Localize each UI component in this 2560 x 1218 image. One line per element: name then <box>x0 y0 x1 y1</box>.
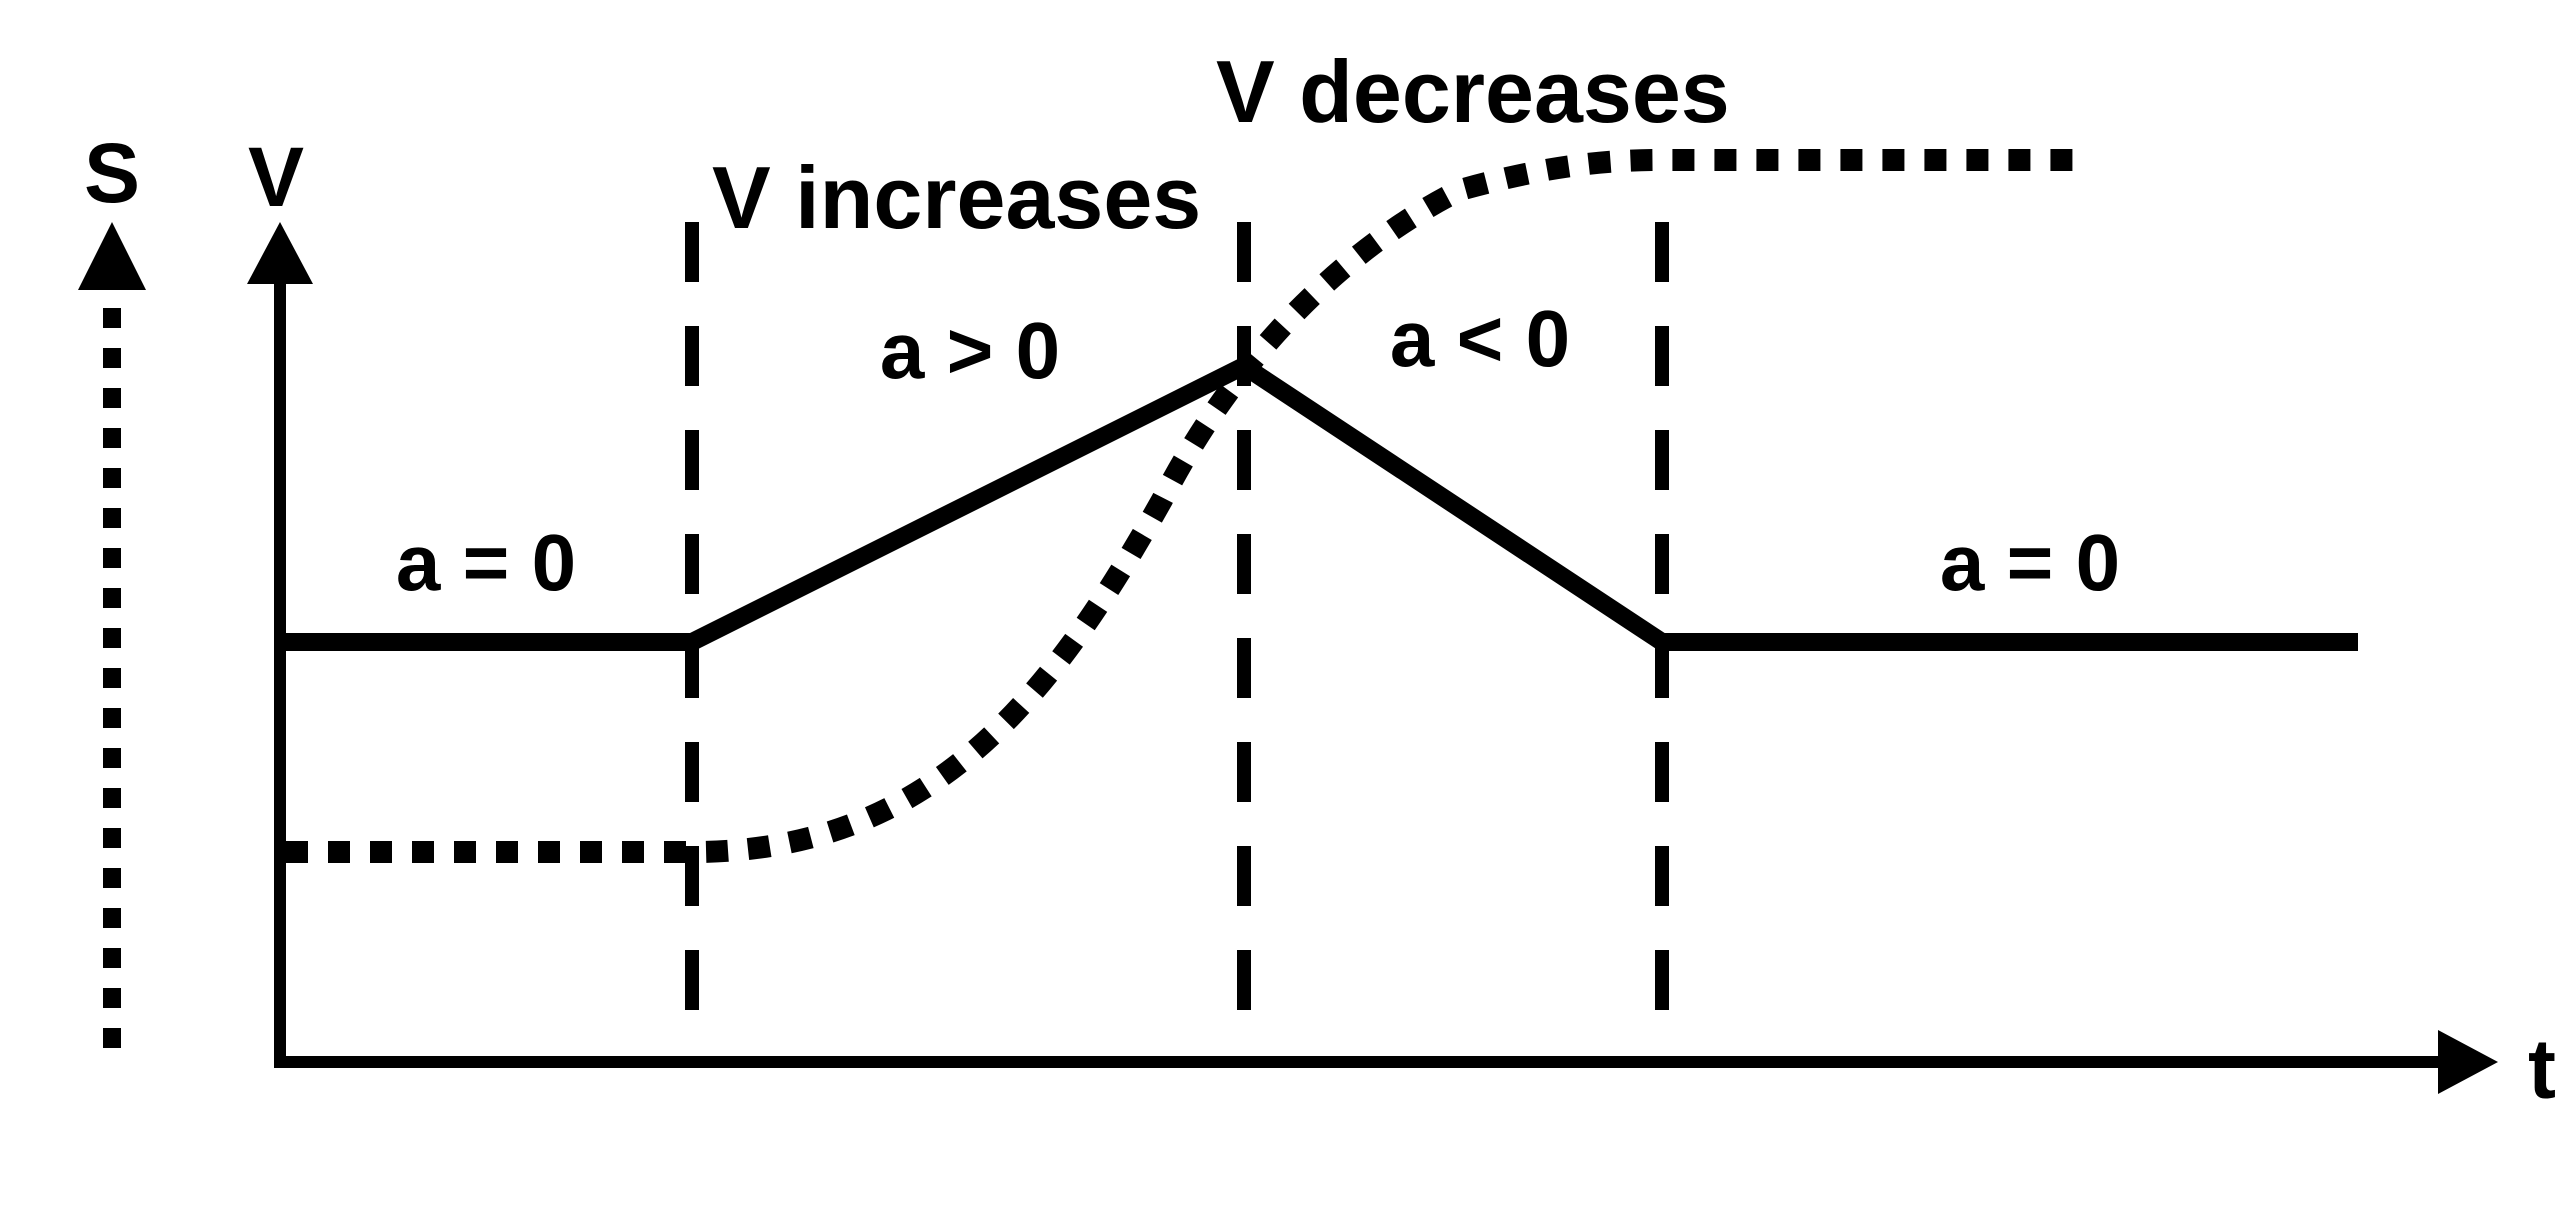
t-axis-label: t <box>2528 1022 2556 1116</box>
label-accel-zero-left: a = 0 <box>396 518 576 607</box>
v-axis-label: V <box>248 130 304 224</box>
label-v-decreases: V decreases <box>1216 42 1730 141</box>
label-accel-zero-right: a = 0 <box>1940 518 2120 607</box>
s-axis-label: S <box>84 126 140 220</box>
s-axis-arrowhead <box>78 222 146 290</box>
t-axis-arrowhead <box>2438 1030 2498 1094</box>
label-accel-negative: a < 0 <box>1390 294 1570 383</box>
label-accel-positive: a > 0 <box>880 306 1060 395</box>
label-v-increases: V increases <box>712 148 1201 247</box>
v-axis-arrowhead <box>247 222 313 284</box>
position-curve <box>286 149 2080 863</box>
